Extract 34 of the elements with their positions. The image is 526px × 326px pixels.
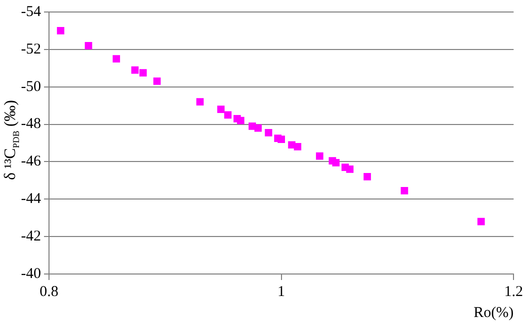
point xyxy=(56,27,64,34)
point xyxy=(400,187,408,194)
point xyxy=(153,78,161,85)
y-tick-label: -44 xyxy=(20,191,42,208)
point xyxy=(248,122,256,130)
point xyxy=(217,106,225,113)
point xyxy=(264,129,272,136)
point xyxy=(112,55,120,62)
y-tick-label: -52 xyxy=(20,41,41,58)
point xyxy=(236,116,244,124)
point xyxy=(278,136,285,143)
point xyxy=(224,111,232,119)
x-tick-label: 1 xyxy=(278,284,286,300)
point xyxy=(288,141,296,149)
y-tick-label: -46 xyxy=(20,154,42,170)
point xyxy=(84,42,92,50)
point xyxy=(254,124,262,132)
x-tick-label: 0.8 xyxy=(40,284,58,300)
y-tick-label: -42 xyxy=(20,228,41,245)
x-tick-label: 1.2 xyxy=(504,284,523,300)
point xyxy=(139,69,147,77)
point xyxy=(316,152,324,160)
y-tick-label: -50 xyxy=(20,78,41,95)
y-tick-label: -40 xyxy=(20,266,41,282)
point xyxy=(477,218,485,226)
x-axis-title: Ro(%) xyxy=(474,304,514,321)
point xyxy=(131,66,139,74)
point xyxy=(364,173,371,180)
point xyxy=(294,143,302,150)
point xyxy=(346,166,354,173)
y-tick-label: -48 xyxy=(20,116,41,132)
point xyxy=(332,158,340,166)
y-tick-label: -54 xyxy=(20,4,42,20)
point xyxy=(196,98,204,106)
